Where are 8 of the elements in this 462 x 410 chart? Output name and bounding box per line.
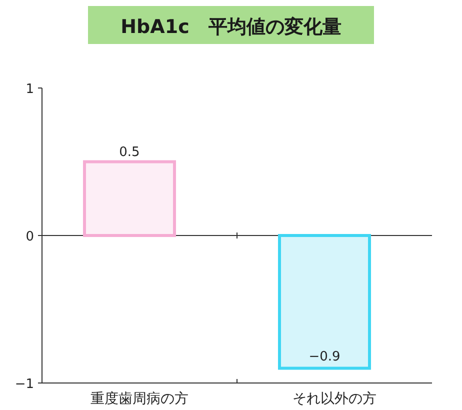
x-tick-label: それ以外の方 — [292, 391, 376, 407]
chart-title: HbA1c 平均値の変化量 — [120, 16, 342, 38]
data-label: 0.5 — [119, 144, 140, 160]
y-tick-label: −1 — [14, 377, 34, 392]
y-tick-label: 1 — [26, 82, 34, 97]
y-tick-label: 0 — [26, 230, 34, 244]
data-label: −0.9 — [308, 349, 340, 364]
x-tick-label: 重度歯周病の方 — [90, 391, 188, 407]
